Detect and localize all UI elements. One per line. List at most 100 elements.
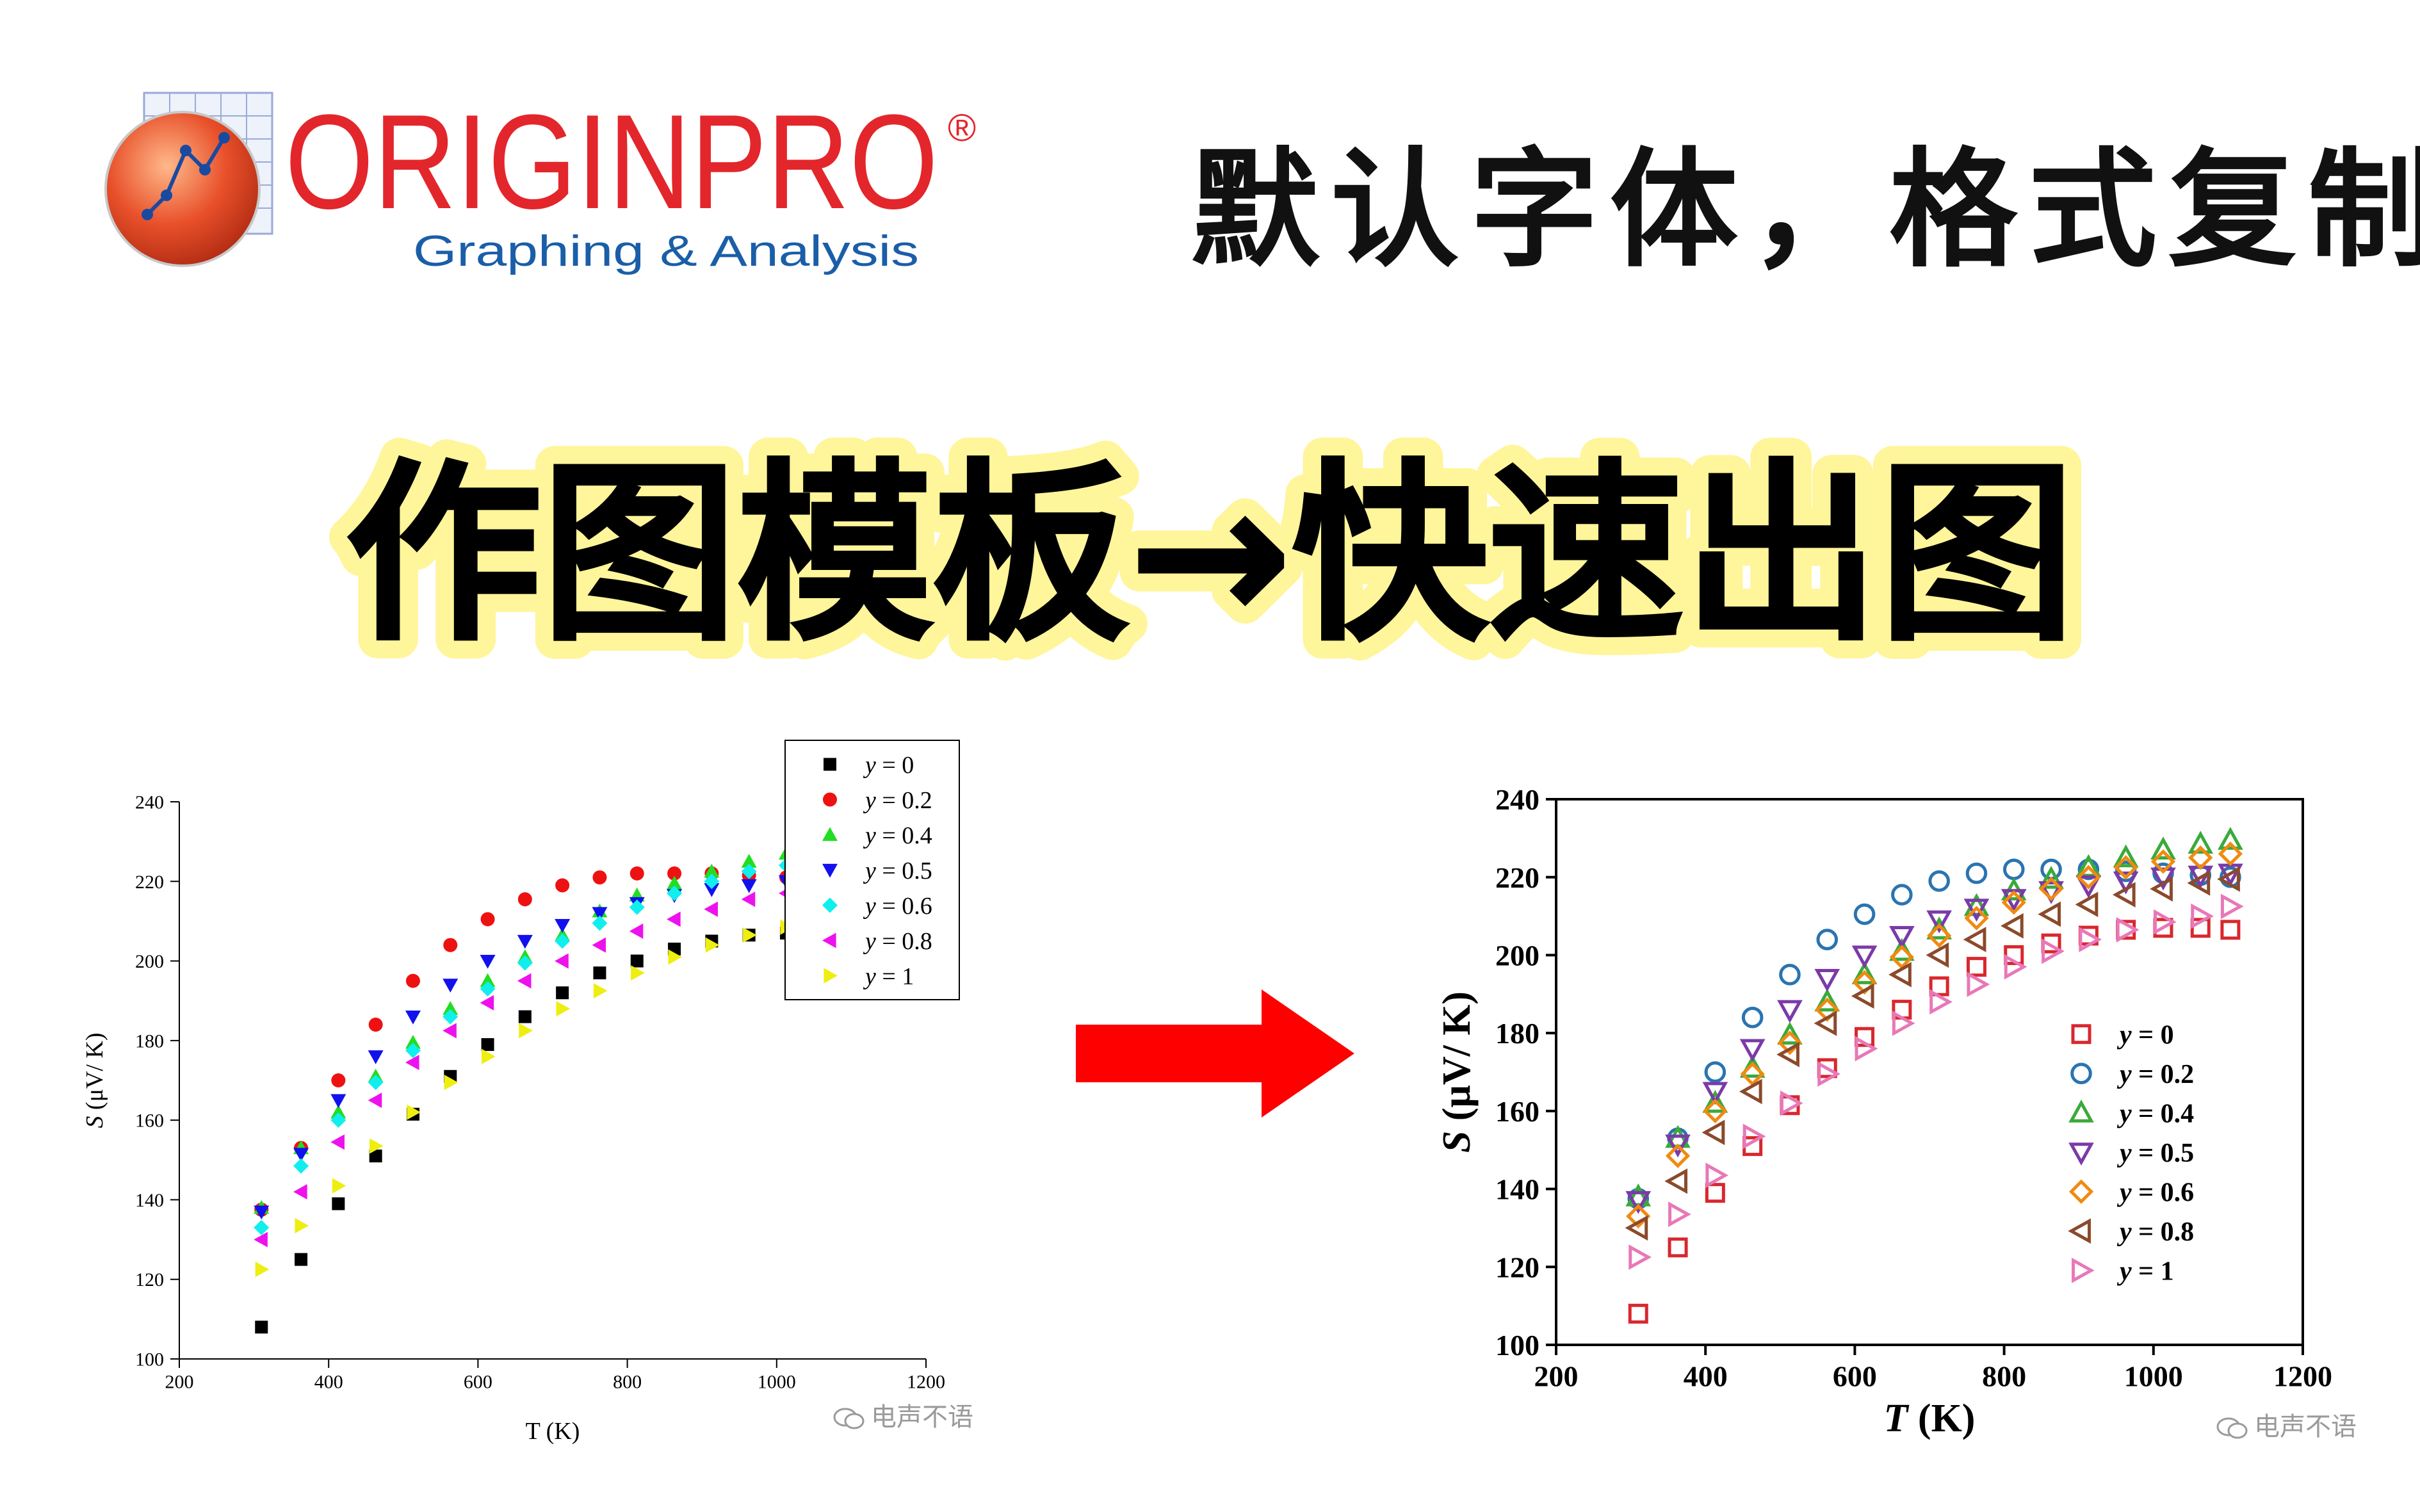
data-point xyxy=(517,973,532,989)
data-point xyxy=(1625,1215,1648,1241)
data-point xyxy=(443,1023,457,1039)
data-point xyxy=(1814,968,1840,992)
legend-label: y = 0 xyxy=(863,752,914,779)
data-point xyxy=(592,915,608,931)
data-point xyxy=(1777,1030,1803,1055)
data-point xyxy=(1967,971,1990,997)
legend-label: y = 1 xyxy=(863,963,914,990)
data-point xyxy=(2075,875,2102,898)
data-point xyxy=(2042,938,2065,964)
data-point xyxy=(1815,997,1840,1022)
y-tick-label: 240 xyxy=(135,792,164,813)
y-tick-label: 120 xyxy=(1495,1251,1539,1283)
data-point xyxy=(2076,865,2101,890)
data-point xyxy=(2217,866,2240,892)
data-point xyxy=(1705,1183,1725,1203)
legend-label: y = 0.4 xyxy=(863,822,932,849)
y-tick-label: 220 xyxy=(1495,861,1539,894)
data-point xyxy=(369,1138,384,1154)
data-point xyxy=(630,954,644,968)
chart-formatted-svg: 200 400 600 800 1000 1200 100 120 140 160 180 200 22… xyxy=(1435,783,2332,1440)
data-point xyxy=(1963,898,1990,922)
legend-marker xyxy=(2068,1179,2094,1204)
data-point xyxy=(555,878,570,893)
series-6 xyxy=(1628,893,2244,1270)
data-point xyxy=(1927,923,1952,948)
data-point xyxy=(1702,1089,1728,1113)
data-point xyxy=(330,1104,346,1119)
y-tick-label: 200 xyxy=(1495,939,1539,972)
data-point xyxy=(295,1253,308,1266)
data-point xyxy=(2150,836,2176,860)
legend-label-var: y xyxy=(2116,1060,2132,1089)
data-point xyxy=(368,1050,384,1064)
data-point xyxy=(517,934,533,949)
data-point xyxy=(1776,1041,1799,1068)
series-5 xyxy=(254,875,860,1248)
legend-label-rest: = 0.5 xyxy=(2132,1139,2194,1168)
legend-label-rest: = 0.8 xyxy=(2132,1217,2194,1247)
data-point xyxy=(704,883,720,897)
legend-label-var: y xyxy=(863,928,876,955)
data-point xyxy=(2218,827,2243,850)
data-point xyxy=(1814,1011,1837,1036)
data-point xyxy=(629,866,644,881)
data-point xyxy=(2191,903,2214,929)
data-point xyxy=(1966,957,1986,977)
legend-label: y = 0.4 xyxy=(2116,1099,2194,1128)
data-point xyxy=(330,1112,346,1128)
data-point xyxy=(1963,893,1990,916)
headline-text: 作图模板→快速出图 xyxy=(346,443,2075,667)
y-tick-label: 240 xyxy=(1495,783,1539,816)
legend-label-var: y xyxy=(863,858,876,884)
data-point xyxy=(743,927,757,943)
y-axis-label-var: S xyxy=(81,1116,108,1128)
data-point xyxy=(1926,910,1953,934)
data-point xyxy=(667,885,683,901)
x-tick-label: 600 xyxy=(1833,1360,1877,1392)
data-point xyxy=(592,870,607,885)
series-2 xyxy=(254,836,861,1214)
y-axis-label-unit: (μV/ K) xyxy=(1435,991,1479,1131)
x-tick-label: 800 xyxy=(1982,1360,2026,1392)
legend-marker xyxy=(2070,1062,2092,1085)
data-point xyxy=(519,1023,533,1039)
data-point xyxy=(2113,855,2138,880)
data-point xyxy=(1852,970,1877,995)
data-point xyxy=(368,1018,383,1032)
legend-label-rest: = 0.2 xyxy=(876,787,932,814)
data-point xyxy=(1964,906,1989,931)
data-point xyxy=(2150,876,2173,902)
data-point xyxy=(332,1178,346,1194)
data-point xyxy=(2220,893,2244,920)
legend-label-var: y xyxy=(2116,1020,2132,1050)
logo-orb-icon xyxy=(104,111,261,267)
y-tick-label: 140 xyxy=(135,1190,164,1211)
data-point xyxy=(741,863,757,879)
data-point xyxy=(1625,1191,1652,1214)
data-point xyxy=(1777,1000,1803,1023)
data-point xyxy=(2079,927,2102,952)
data-point xyxy=(2038,901,2061,927)
data-point xyxy=(1926,942,1949,968)
legend-marker xyxy=(822,897,838,913)
legend-label-var: y xyxy=(863,963,876,990)
legend-marker xyxy=(823,792,837,807)
x-tick-label: 600 xyxy=(464,1372,492,1393)
data-point xyxy=(368,1075,384,1091)
data-point xyxy=(1817,1061,1841,1087)
data-point xyxy=(1739,1078,1762,1105)
legend-label-rest: = 1 xyxy=(876,963,914,990)
data-point xyxy=(2153,909,2177,935)
data-point xyxy=(2113,871,2139,895)
legend-marker xyxy=(2072,1257,2095,1283)
legend-label: y = 0.6 xyxy=(2116,1178,2194,1207)
data-point xyxy=(1704,1061,1726,1083)
logo-tagline: Graphing & Analysis xyxy=(413,227,919,275)
data-point xyxy=(518,1010,532,1023)
data-point xyxy=(667,866,682,881)
data-point xyxy=(1780,1090,1803,1116)
logo-registered-mark: ® xyxy=(948,106,976,149)
data-point xyxy=(443,938,458,952)
data-point xyxy=(2002,858,2025,881)
